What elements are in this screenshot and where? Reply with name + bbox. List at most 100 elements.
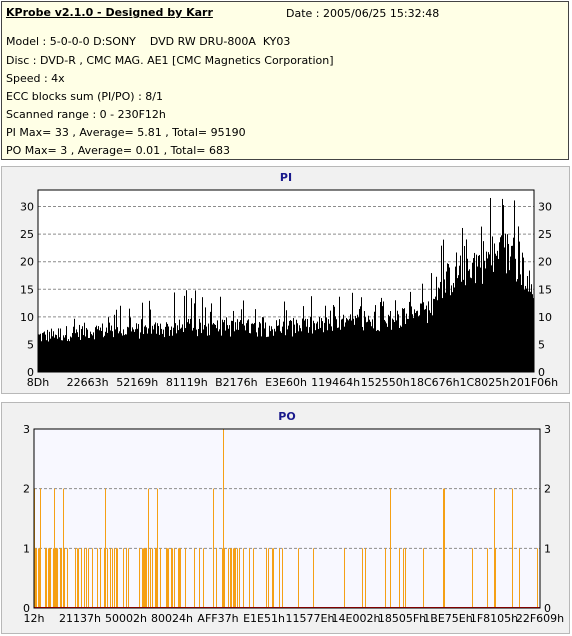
pi-bar bbox=[258, 327, 259, 372]
pi-bar bbox=[54, 337, 55, 372]
po-bar bbox=[273, 548, 274, 608]
pi-bar bbox=[506, 273, 507, 372]
pi-bar bbox=[125, 334, 126, 372]
po-bar bbox=[512, 488, 513, 608]
po-bar bbox=[123, 548, 124, 608]
po-bar bbox=[92, 548, 93, 608]
po-bar bbox=[88, 548, 89, 608]
pi-bar bbox=[464, 246, 465, 372]
pi-bar bbox=[157, 323, 158, 372]
pi-bar bbox=[51, 328, 52, 372]
pi-bar bbox=[180, 328, 181, 372]
pi-bar bbox=[91, 334, 92, 372]
x-tick-label: 1F8105h bbox=[470, 612, 518, 625]
pi-bar bbox=[424, 309, 425, 372]
pi-bar bbox=[516, 281, 517, 372]
pi-bar bbox=[459, 265, 460, 372]
pi-bar bbox=[434, 298, 435, 372]
pi-bar bbox=[453, 282, 454, 372]
po-bar bbox=[139, 548, 140, 608]
pi-bar bbox=[46, 340, 47, 372]
pi-bar bbox=[134, 331, 135, 372]
pi-bar bbox=[56, 335, 57, 372]
y-tick-label-left: 0 bbox=[23, 602, 30, 615]
po-bar bbox=[344, 548, 345, 608]
pi-bar bbox=[168, 326, 169, 372]
x-tick-label: E3E60h bbox=[265, 376, 307, 389]
pi-bar bbox=[211, 303, 212, 372]
pi-bar bbox=[513, 237, 514, 372]
pi-bar bbox=[400, 325, 401, 372]
pi-bar bbox=[304, 320, 305, 372]
pi-bar bbox=[338, 327, 339, 372]
pi-bar bbox=[487, 258, 488, 372]
pi-bar bbox=[437, 300, 438, 372]
pi-bar bbox=[81, 329, 82, 372]
pi-bar bbox=[354, 324, 355, 372]
pi-bar bbox=[82, 326, 83, 372]
pi-bar bbox=[485, 268, 486, 372]
pi-bar bbox=[178, 330, 179, 372]
pi-bar bbox=[290, 320, 291, 372]
plot-border bbox=[37, 189, 535, 373]
po-bar bbox=[64, 548, 65, 608]
pi-bar bbox=[454, 287, 455, 372]
pi-bar bbox=[374, 311, 375, 372]
pi-bar bbox=[40, 333, 41, 372]
pi-bar bbox=[399, 327, 400, 372]
po-bar bbox=[171, 548, 172, 608]
pi-bar bbox=[409, 301, 410, 372]
y-tick-label-right: 5 bbox=[538, 338, 545, 351]
pi-bar bbox=[403, 308, 404, 372]
pi-bar bbox=[380, 302, 381, 372]
pi-bar bbox=[376, 330, 377, 372]
po-bar bbox=[35, 548, 36, 608]
x-tick-label: B2176h bbox=[215, 376, 258, 389]
po-bar bbox=[50, 548, 51, 608]
pi-bar bbox=[246, 323, 247, 372]
pi-bar bbox=[230, 336, 231, 372]
po-bar bbox=[116, 548, 117, 608]
po-bar bbox=[126, 548, 127, 608]
pi-bar bbox=[532, 294, 533, 372]
pi-bars bbox=[38, 197, 534, 372]
pi-bar bbox=[363, 330, 364, 372]
po-bar bbox=[239, 548, 240, 608]
pi-bar bbox=[226, 317, 227, 372]
pi-bar bbox=[267, 336, 268, 372]
pi-bar bbox=[283, 321, 284, 372]
pi-bar bbox=[203, 329, 204, 372]
pi-bar bbox=[269, 325, 270, 372]
po-bar bbox=[45, 548, 46, 608]
scan-date: Date : 2005/06/25 15:32:48 bbox=[286, 7, 440, 20]
y-tick-label-left: 2 bbox=[23, 483, 30, 496]
pi-bar bbox=[97, 329, 98, 372]
pi-bar bbox=[349, 318, 350, 372]
pi-bar bbox=[302, 318, 303, 372]
pi-bar bbox=[371, 326, 372, 372]
pi-bar bbox=[287, 329, 288, 372]
pi-bar bbox=[410, 291, 411, 372]
pi-bar bbox=[507, 234, 508, 372]
pi-bar bbox=[490, 197, 491, 372]
x-tick-label: 8Dh bbox=[27, 376, 49, 389]
pi-bar bbox=[84, 322, 85, 372]
pi-bar bbox=[489, 254, 490, 372]
pi-bar bbox=[229, 325, 230, 372]
pi-bar bbox=[282, 326, 283, 372]
pi-bar bbox=[451, 285, 452, 372]
pi-bar bbox=[146, 327, 147, 372]
pi-bar bbox=[446, 271, 447, 372]
pi-bar bbox=[326, 317, 327, 372]
y-tick-label-left: 5 bbox=[27, 338, 34, 351]
pi-bar bbox=[347, 319, 348, 372]
po-bar bbox=[84, 548, 85, 608]
pi-bar bbox=[370, 321, 371, 372]
po-bar bbox=[213, 488, 214, 608]
disc-info: Disc : DVD-R , CMC MAG. AE1 [CMC Magneti… bbox=[6, 54, 334, 67]
pi-bar bbox=[341, 319, 342, 372]
pi-bar bbox=[524, 289, 525, 372]
pi-bar bbox=[135, 329, 136, 372]
pi-bar bbox=[64, 337, 65, 372]
pi-bar bbox=[109, 322, 110, 372]
